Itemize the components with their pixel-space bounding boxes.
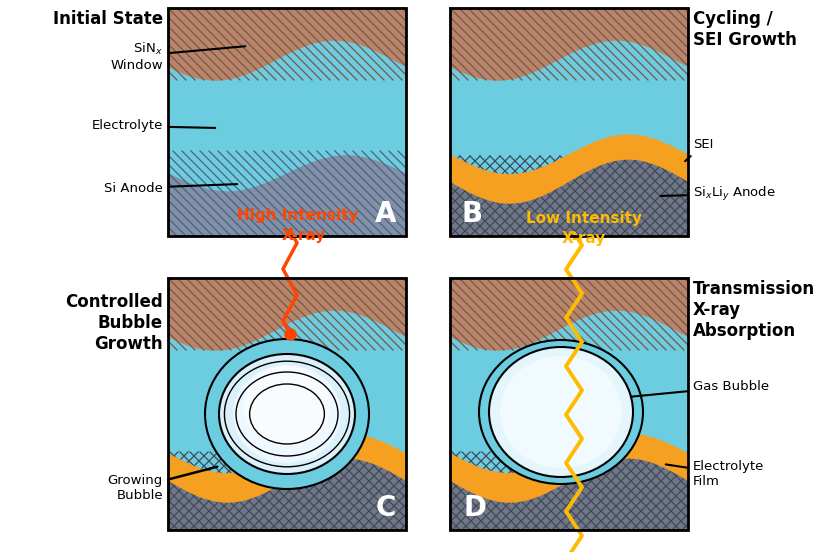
Text: Transmission
X-ray
Absorption: Transmission X-ray Absorption [693, 280, 815, 339]
Text: Si Anode: Si Anode [104, 182, 237, 194]
Bar [168, 8, 406, 236]
Text: Initial State: Initial State [53, 10, 163, 28]
Text: Electrolyte: Electrolyte [92, 119, 215, 132]
Text: SEI: SEI [685, 139, 713, 161]
Polygon shape [168, 8, 406, 80]
Polygon shape [168, 156, 406, 236]
Bar [168, 8, 406, 236]
Text: Cycling /
SEI Growth: Cycling / SEI Growth [693, 10, 797, 49]
Text: B: B [462, 200, 483, 228]
Text: A: A [375, 200, 396, 228]
Polygon shape [450, 434, 688, 502]
Text: Low Intensity: Low Intensity [526, 211, 642, 226]
Polygon shape [168, 458, 406, 530]
Polygon shape [450, 135, 688, 203]
Ellipse shape [219, 354, 355, 474]
Text: Gas Bubble: Gas Bubble [631, 380, 769, 397]
Polygon shape [450, 159, 688, 236]
Bar [168, 278, 406, 530]
Text: X-ray: X-ray [282, 228, 326, 243]
Ellipse shape [489, 347, 633, 477]
Text: Si$_x$Li$_y$ Anode: Si$_x$Li$_y$ Anode [661, 185, 776, 203]
Bar [450, 8, 688, 236]
Text: Growing
Bubble: Growing Bubble [108, 466, 218, 502]
Ellipse shape [205, 339, 369, 489]
Bar [450, 8, 688, 236]
Polygon shape [450, 8, 688, 80]
Bar [450, 278, 688, 530]
Ellipse shape [500, 356, 622, 468]
Ellipse shape [244, 366, 330, 446]
Text: High Intensity: High Intensity [238, 208, 359, 223]
Ellipse shape [233, 365, 341, 463]
Polygon shape [450, 278, 688, 350]
Text: Electrolyte
Film: Electrolyte Film [666, 460, 764, 488]
Text: C: C [375, 494, 396, 522]
Polygon shape [450, 458, 688, 530]
Ellipse shape [479, 340, 643, 484]
Bar [168, 278, 406, 530]
Text: D: D [464, 494, 487, 522]
Text: X-ray: X-ray [562, 231, 606, 246]
Polygon shape [168, 278, 406, 350]
Text: Controlled
Bubble
Growth: Controlled Bubble Growth [66, 293, 163, 353]
Bar [450, 278, 688, 530]
Text: SiN$_x$
Window: SiN$_x$ Window [110, 40, 245, 72]
Polygon shape [168, 434, 406, 502]
